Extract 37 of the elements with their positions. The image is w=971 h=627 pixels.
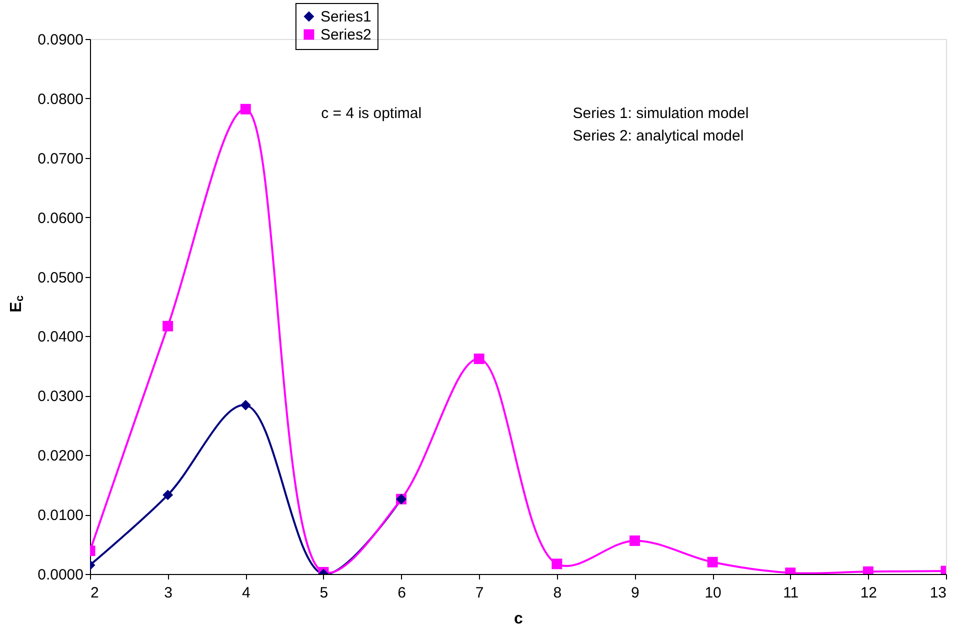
- x-tick-label: 3: [164, 584, 172, 602]
- y-tick-label: 0.0600: [38, 210, 84, 227]
- point: [474, 354, 484, 364]
- y-tick-label: 0.0500: [38, 269, 84, 286]
- annotation: Series 2: analytical model: [572, 127, 744, 144]
- x-tick-label: 8: [553, 584, 562, 602]
- legend-label: Series1: [320, 8, 372, 26]
- y-tick-label: 0.0800: [38, 90, 84, 108]
- point: [707, 556, 718, 568]
- y-tick-label: 0.0400: [38, 328, 84, 346]
- x-tick-label: 4: [242, 584, 250, 602]
- point: [162, 320, 174, 332]
- point: [240, 400, 251, 410]
- x-axis-title: c: [514, 610, 524, 627]
- y-tick-label: 0.0900: [38, 32, 84, 48]
- x-tick-label: 12: [860, 584, 878, 602]
- y-tick-label: 0.0000: [38, 566, 84, 584]
- x-tick-label: 2: [90, 584, 99, 602]
- x-tick-label: 11: [783, 584, 799, 602]
- annotation: c = 4 is optimal: [321, 104, 422, 122]
- point: [240, 104, 251, 114]
- point: [629, 535, 640, 546]
- x-tick-label: 7: [475, 584, 484, 602]
- point: [162, 490, 174, 500]
- x-tick-label: 10: [704, 584, 722, 602]
- x-tick-label: 6: [398, 584, 406, 602]
- y-tick-label: 0.0700: [38, 150, 84, 168]
- point: [552, 558, 562, 570]
- annotation: Series 1: simulation model: [572, 104, 749, 122]
- x-tick-label: 5: [320, 584, 328, 602]
- y-tick-label: 0.0300: [38, 388, 84, 406]
- x-tick-label: 13: [930, 584, 946, 602]
- y-tick-label: 0.0100: [38, 507, 84, 524]
- x-tick-label: 9: [631, 584, 640, 602]
- legend-label: Series2: [320, 26, 372, 44]
- y-axis-title: Ec: [8, 295, 26, 312]
- y-tick-label: 0.0200: [38, 448, 84, 465]
